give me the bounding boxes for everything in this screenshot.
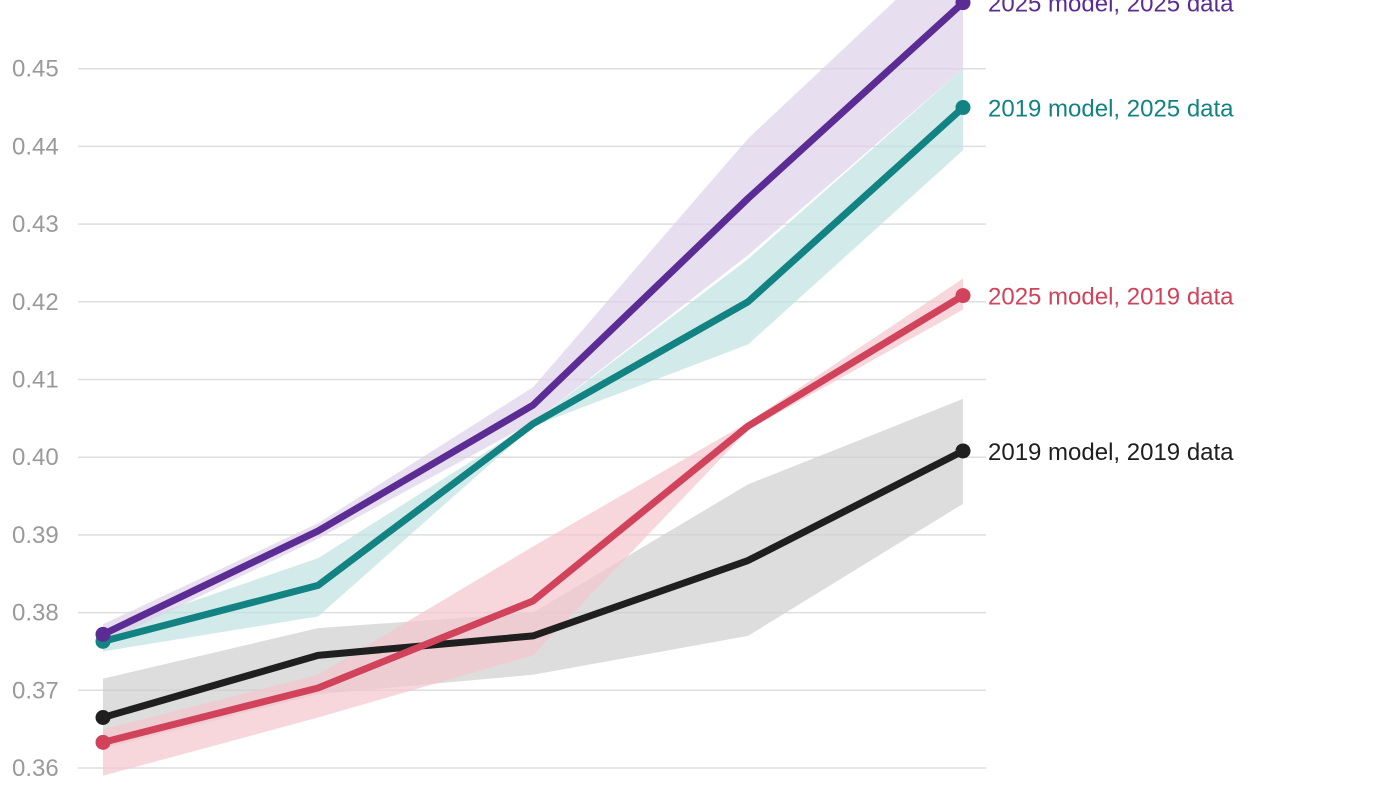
y-tick-label: 0.36	[12, 755, 59, 782]
data-point	[955, 100, 971, 116]
y-tick-label: 0.40	[12, 444, 59, 471]
series-label: 2019 model, 2019 data	[988, 439, 1234, 466]
series-points	[95, 0, 971, 750]
confidence-band	[103, 278, 963, 776]
series-label: 2025 model, 2019 data	[988, 284, 1234, 311]
series-line	[99, 104, 967, 645]
series-line	[99, 292, 967, 746]
y-tick-label: 0.38	[12, 600, 59, 627]
y-tick-label: 0.43	[12, 211, 59, 238]
data-point	[95, 709, 111, 725]
series-line	[99, 447, 967, 721]
y-tick-label: 0.39	[12, 522, 59, 549]
y-tick-label: 0.42	[12, 289, 59, 316]
data-point	[955, 443, 971, 459]
confidence-band	[103, 398, 963, 749]
y-tick-label: 0.41	[12, 367, 59, 394]
y-tick-label: 0.45	[12, 56, 59, 83]
confidence-band	[103, 0, 963, 644]
data-point	[95, 734, 111, 750]
confidence-bands	[103, 0, 963, 776]
series-lines	[99, 0, 967, 746]
data-point	[955, 0, 971, 11]
series-label: 2025 model, 2025 data	[988, 0, 1234, 18]
y-tick-label: 0.37	[12, 677, 59, 704]
series-line	[99, 0, 967, 638]
y-axis-ticks: 0.36 0.37 0.38 0.39 0.40 0.41 0.42 0.43 0.44 0.45	[12, 56, 59, 782]
y-tick-label: 0.44	[12, 133, 59, 160]
series-label: 2019 model, 2025 data	[988, 96, 1234, 123]
data-point	[955, 288, 971, 304]
series-labels: 2019 model, 2019 data 2025 model, 2019 da…	[988, 0, 1234, 466]
data-point	[95, 626, 111, 642]
